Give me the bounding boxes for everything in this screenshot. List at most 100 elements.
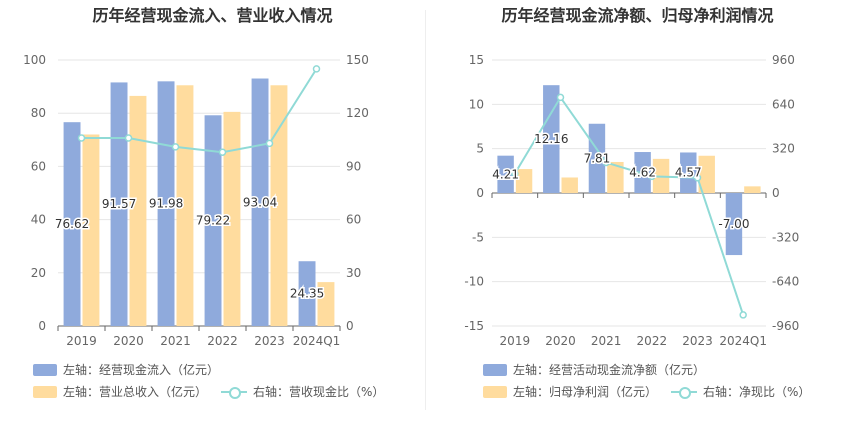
data-label: 12.16: [534, 132, 568, 146]
x-axis-tick-label: 2019: [66, 334, 97, 348]
legend-item-line[interactable]: 右轴：净现比（%）: [671, 383, 810, 400]
panel-divider: [425, 10, 426, 410]
left-axis-tick-label: -10: [464, 275, 484, 289]
data-label: 4.57: [675, 166, 702, 180]
legend-row-2: 左轴：归母净利润（亿元） 右轴：净现比（%）: [483, 383, 824, 400]
line-point: [77, 134, 86, 142]
x-axis-tick-label: 2019: [500, 334, 531, 348]
bar-series-1: [63, 122, 81, 327]
legend-item-bar2[interactable]: 左轴：归母净利润（亿元）: [483, 383, 657, 400]
left-axis-tick-label: 20: [31, 266, 46, 280]
bar-series-2: [270, 85, 288, 327]
bar-series-1: [110, 82, 128, 326]
right-axis-tick-label: 90: [346, 159, 361, 173]
bar-series-1: [497, 155, 514, 193]
bar-series-1: [634, 152, 651, 193]
data-label: 4.21: [492, 167, 519, 181]
chart-plot: 0 20 40 60 80 100 0 30 60 90 120 150 2019 2020 2021 202…: [23, 53, 369, 348]
data-label: 91.57: [102, 197, 136, 211]
x-axis-tick-label: 2021: [160, 334, 191, 348]
right-axis-tick-label: 60: [346, 213, 361, 227]
line-point: [648, 172, 656, 181]
right-axis-tick-label: -640: [772, 275, 799, 289]
bar-series-2: [176, 85, 194, 327]
line-series: [513, 95, 745, 316]
chart-title: 历年经营现金流入、营业收入情况: [92, 6, 333, 25]
x-axis-tick-label: 2024Q1: [293, 334, 341, 348]
line-point: [124, 134, 133, 142]
right-axis-tick-label: 320: [772, 142, 795, 156]
chart-plot: -15 -10 -5 0 5 10 15 -960 -640 -320 0 320 640 960 2019…: [464, 53, 799, 348]
legend-item-bar2[interactable]: 左轴：营业总收入（亿元）: [33, 383, 207, 400]
bar-series-1: [680, 152, 697, 193]
right-axis-tick-label: 960: [772, 53, 795, 67]
bar-series-1: [298, 261, 316, 326]
legend-item-bar1[interactable]: 左轴：经营现金流入（亿元）: [33, 361, 219, 378]
data-label: 4.62: [629, 166, 656, 180]
left-axis-tick-label: 5: [476, 142, 484, 156]
line-point: [265, 139, 274, 148]
line-series: [81, 68, 318, 154]
legend-label: 左轴：归母净利润（亿元）: [513, 385, 658, 399]
x-axis-tick-label: 2023: [254, 334, 285, 348]
bar-series-1: [251, 78, 269, 326]
line-point: [171, 143, 180, 151]
x-axis-tick-label: 2022: [207, 334, 238, 348]
right-axis-tick-label: 0: [346, 319, 354, 333]
data-label: 24.35: [290, 287, 324, 301]
right-axis-tick-label: 150: [346, 53, 369, 67]
right-axis-tick-label: -320: [772, 230, 799, 244]
data-label: 93.04: [243, 195, 277, 209]
left-axis-tick-label: -15: [464, 319, 484, 333]
line-point: [511, 169, 519, 178]
legend-row-1: 左轴：经营现金流入（亿元）: [33, 361, 233, 378]
data-label: 91.98: [149, 197, 183, 211]
bar-series-1: [725, 193, 743, 256]
data-label: 76.62: [55, 217, 89, 231]
right-axis-tick-label: 30: [346, 266, 361, 280]
legend-label: 左轴：经营活动现金流净额（亿元）: [513, 363, 706, 377]
left-axis-tick-label: 40: [31, 213, 46, 227]
legend-swatch-bar1: [33, 363, 57, 376]
legend-row-2: 左轴：营业总收入（亿元） 右轴：营收现金比（%）: [33, 383, 398, 400]
bar-series-1: [204, 115, 222, 326]
chart-panel-cash-inflow: 历年经营现金流入、营业收入情况 0 20 40 60 80 100 0 30 60 90 120 15…: [23, 6, 398, 400]
legend-swatch-bar2: [33, 385, 57, 398]
x-axis-tick-label: 2023: [682, 334, 713, 348]
legend-item-line[interactable]: 右轴：营收现金比（%）: [221, 383, 384, 400]
legend-swatch-line: [221, 386, 248, 399]
line-point: [556, 93, 565, 102]
left-axis-tick-label: 100: [23, 53, 46, 67]
line-point: [218, 148, 227, 156]
right-axis-tick-label: 0: [772, 186, 780, 200]
right-axis-tick-label: 640: [772, 97, 795, 111]
line-point: [693, 174, 702, 182]
line-point: [602, 158, 610, 167]
x-axis-tick-label: 2020: [113, 334, 144, 348]
x-axis-tick-label: 2020: [545, 334, 576, 348]
line-point: [312, 65, 321, 73]
left-axis-tick-label: 15: [469, 53, 484, 67]
x-axis-tick-label: 2024Q1: [719, 334, 767, 348]
right-axis-tick-label: -960: [772, 319, 799, 333]
bar-series-2: [744, 186, 761, 193]
legend-swatch-bar1: [483, 363, 507, 376]
bar-series-2: [129, 95, 147, 326]
data-label: -7.00: [718, 217, 749, 231]
left-axis-tick-label: 60: [31, 159, 46, 173]
bar-series-2: [561, 177, 578, 193]
left-axis-tick-label: 0: [38, 319, 46, 333]
bar-series-2: [82, 134, 100, 326]
x-axis-tick-label: 2021: [591, 334, 622, 348]
left-axis-tick-label: 80: [31, 106, 46, 120]
data-label: 7.81: [584, 151, 611, 165]
legend-label: 左轴：营业总收入（亿元）: [63, 385, 208, 399]
bar-series-1: [588, 123, 606, 193]
legend-item-bar1[interactable]: 左轴：经营活动现金流净额（亿元）: [483, 361, 705, 378]
chart-title: 历年经营现金流净额、归母净利润情况: [501, 6, 774, 25]
data-label: 79.22: [196, 214, 230, 228]
bar-series-2: [317, 282, 335, 326]
x-axis-tick-label: 2022: [637, 334, 668, 348]
right-axis-tick-label: 120: [346, 106, 369, 120]
